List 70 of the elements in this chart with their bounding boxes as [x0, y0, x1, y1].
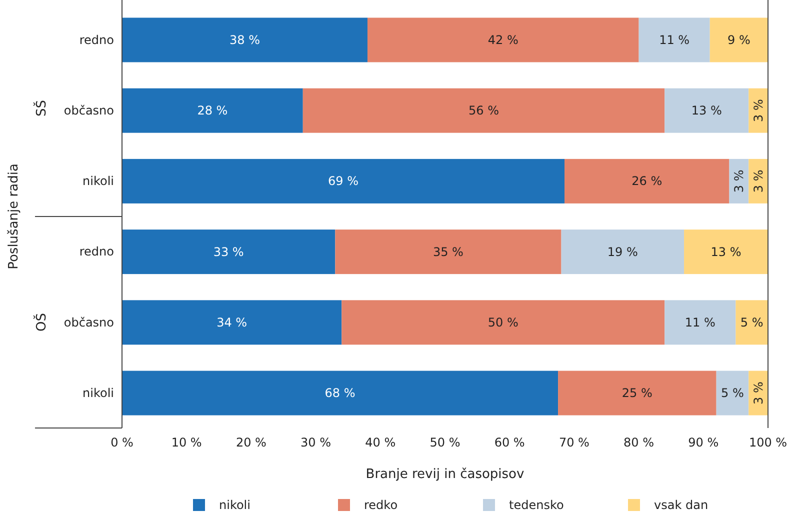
data-label: 69 % — [328, 174, 359, 188]
x-tick-label: 20 % — [236, 436, 266, 450]
data-label: 11 % — [684, 315, 716, 330]
bar — [664, 300, 736, 345]
bar — [561, 230, 684, 274]
bar — [367, 18, 639, 62]
x-tick-label: 30 % — [300, 436, 332, 450]
x-tick-label: 100 % — [748, 436, 788, 450]
y-axis-title: Poslušanje radia — [6, 164, 22, 270]
x-tick-label: 90 % — [688, 436, 719, 450]
data-label: 34 % — [216, 315, 248, 330]
data-label: 9 % — [728, 32, 750, 47]
bar — [335, 230, 562, 274]
y-tick-label: nikoli — [82, 386, 114, 400]
legend-label: tedensko — [509, 498, 564, 512]
y-tick-label: redno — [79, 32, 114, 47]
x-tick-label: 40 % — [365, 436, 396, 450]
data-label: 3 % — [751, 99, 766, 122]
bar — [664, 88, 749, 133]
data-label: 13 % — [710, 244, 742, 259]
data-label: 3 % — [732, 170, 746, 193]
data-label: 19 % — [607, 244, 638, 259]
text: SŠ — [32, 100, 50, 117]
text: OŠ — [32, 313, 50, 332]
data-label: 5 % — [740, 315, 764, 330]
data-label: 11 % — [659, 32, 690, 47]
bar — [302, 88, 665, 133]
data-label: 3 % — [751, 382, 766, 404]
y-tick-label: občasno — [64, 315, 114, 330]
x-tick-label: 0 % — [110, 436, 134, 450]
bar — [564, 158, 730, 204]
x-axis-title: Branje revij in časopisov — [366, 467, 525, 482]
data-label: 68 % — [324, 386, 356, 400]
bar — [122, 18, 368, 62]
data-label: 26 % — [632, 174, 662, 188]
bar — [122, 230, 336, 274]
y-tick-label: občasno — [64, 103, 114, 118]
data-label: 33 % — [213, 244, 244, 259]
bar — [638, 18, 710, 62]
data-label: 50 % — [488, 315, 518, 330]
legend-label: redko — [364, 498, 398, 512]
x-tick-label: 60 % — [494, 436, 525, 450]
bar — [122, 158, 565, 204]
data-label: 25 % — [622, 386, 652, 400]
bar — [684, 230, 768, 274]
x-tick-label: 50 % — [430, 436, 460, 450]
y-tick-label: redno — [79, 244, 114, 259]
data-label: 42 % — [488, 32, 518, 47]
data-label: 13 % — [691, 104, 722, 118]
x-tick-label: 70 % — [558, 436, 590, 450]
bar — [736, 300, 768, 345]
bar — [716, 370, 749, 416]
data-label: 28 % — [197, 104, 228, 118]
data-label: 38 % — [229, 32, 260, 47]
bar — [558, 370, 716, 416]
x-tick-label: 80 % — [624, 436, 654, 450]
bar — [729, 158, 749, 204]
data-label: 35 % — [432, 244, 464, 259]
data-label: 3 % — [751, 170, 766, 193]
legend-label: nikoli — [219, 498, 250, 512]
bar — [122, 300, 342, 345]
bar — [710, 18, 768, 62]
x-tick-label: 10 % — [171, 436, 202, 450]
y-tick-label: nikoli — [82, 174, 114, 188]
data-label: 5 % — [721, 386, 744, 400]
bar — [122, 88, 303, 133]
legend-label: vsak dan — [654, 498, 708, 512]
bar — [342, 300, 665, 345]
bar — [122, 370, 558, 416]
data-label: 56 % — [468, 104, 500, 118]
